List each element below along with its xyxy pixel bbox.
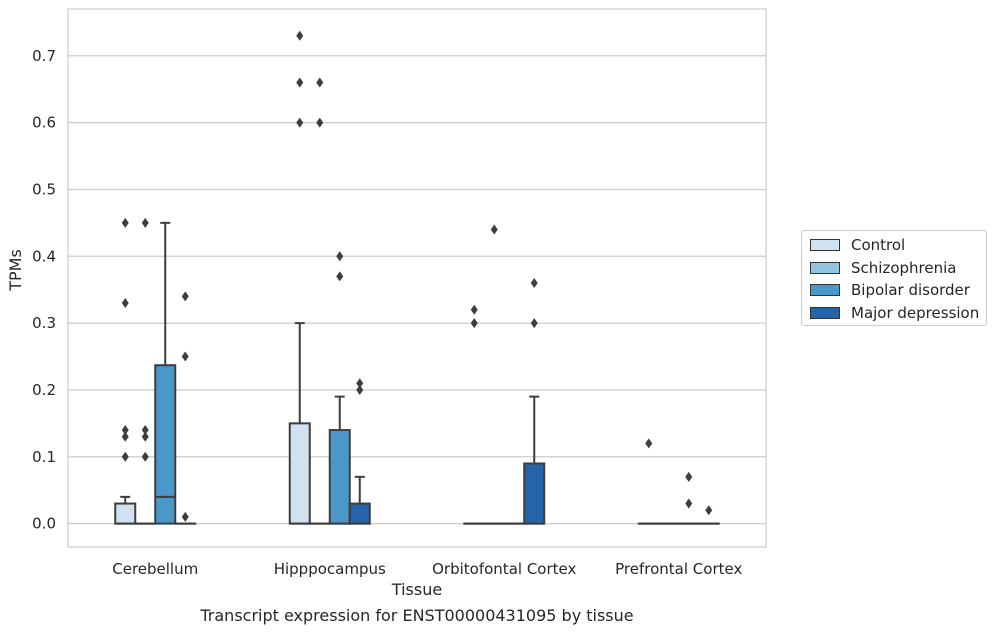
outlier-point — [645, 438, 653, 449]
outlier-point — [181, 291, 189, 302]
y-tick-label: 0.2 — [32, 381, 56, 399]
outlier-point — [141, 451, 149, 462]
legend: Control Schizophrenia Bipolar disorder Majo… — [801, 230, 987, 326]
y-tick-label: 0.0 — [32, 515, 56, 533]
x-tick-label: Prefrontal Cortex — [615, 560, 742, 578]
box — [523, 462, 546, 525]
box — [154, 364, 177, 525]
outlier-point — [530, 278, 538, 289]
outlier-point — [296, 77, 304, 88]
outlier-point — [181, 351, 189, 362]
box-group — [697, 505, 720, 525]
y-tick-label: 0.4 — [32, 247, 56, 265]
box-group — [483, 224, 506, 525]
legend-swatch — [810, 284, 840, 296]
legend-label: Major depression — [851, 303, 980, 322]
outlier-point — [356, 384, 364, 395]
box-group — [348, 378, 371, 525]
outlier-point — [141, 431, 149, 442]
box-group — [174, 291, 197, 525]
legend-swatch — [810, 239, 840, 251]
box-group — [154, 221, 177, 525]
box — [288, 422, 311, 525]
legend-label: Schizophrenia — [851, 258, 957, 277]
outlier-point — [490, 224, 498, 235]
outlier-point — [685, 498, 693, 509]
legend-item: Schizophrenia — [810, 258, 956, 278]
outlier-point — [316, 77, 324, 88]
outlier-point — [356, 378, 364, 389]
x-axis-label: Tissue — [391, 580, 442, 599]
legend-swatch — [810, 261, 840, 274]
y-tick-label: 0.3 — [32, 314, 56, 332]
legend-item: Bipolar disorder — [810, 280, 970, 300]
x-tick-label: Cerebellum — [112, 560, 198, 578]
box-group — [288, 30, 311, 525]
outlier-point — [121, 451, 129, 462]
legend-item: Control — [810, 235, 905, 255]
y-tick-label: 0.5 — [32, 180, 56, 198]
outlier-point — [141, 217, 149, 228]
y-axis-label: TPMs — [6, 249, 25, 292]
axis-layer: 0.0 0.1 0.2 0.3 0.4 0.5 0.6 0.7 Cerebellum Hipppo… — [32, 47, 742, 578]
outlier-point — [121, 298, 129, 309]
box-group — [328, 251, 351, 525]
outlier-point — [316, 117, 324, 128]
outlier-point — [181, 511, 189, 522]
legend-item: Major depression — [810, 303, 979, 323]
box-group — [134, 217, 157, 525]
marks-layer — [114, 30, 720, 525]
box — [328, 429, 351, 525]
legend-label: Control — [851, 236, 906, 254]
box — [348, 502, 371, 525]
box-group — [677, 471, 700, 525]
outlier-point — [121, 431, 129, 442]
y-tick-label: 0.1 — [32, 448, 56, 466]
x-tick-label: Hipppocampus — [274, 560, 386, 578]
box-group — [114, 217, 137, 525]
chart-caption: Transcript expression for ENST0000043109… — [200, 606, 634, 625]
plot-frame — [67, 8, 767, 548]
outlier-point — [296, 117, 304, 128]
outlier-point — [470, 304, 478, 315]
outlier-point — [336, 251, 344, 262]
y-tick-label: 0.6 — [32, 114, 56, 132]
legend-label: Bipolar disorder — [851, 281, 970, 299]
outlier-point — [470, 318, 478, 329]
outlier-point — [141, 425, 149, 436]
outlier-point — [121, 425, 129, 436]
box-group — [463, 304, 486, 525]
outlier-point — [121, 217, 129, 228]
box-group — [523, 278, 546, 525]
outlier-point — [336, 271, 344, 282]
outlier-point — [530, 318, 538, 329]
box-group — [637, 438, 660, 525]
x-tick-label: Orbitofontal Cortex — [432, 560, 576, 578]
outlier-point — [296, 30, 304, 41]
grid-layer — [68, 55, 766, 525]
y-tick-label: 0.7 — [32, 47, 56, 65]
outlier-point — [705, 505, 713, 516]
outlier-point — [685, 471, 693, 482]
box — [114, 502, 137, 525]
legend-swatch — [810, 306, 840, 319]
box-group — [308, 77, 331, 525]
